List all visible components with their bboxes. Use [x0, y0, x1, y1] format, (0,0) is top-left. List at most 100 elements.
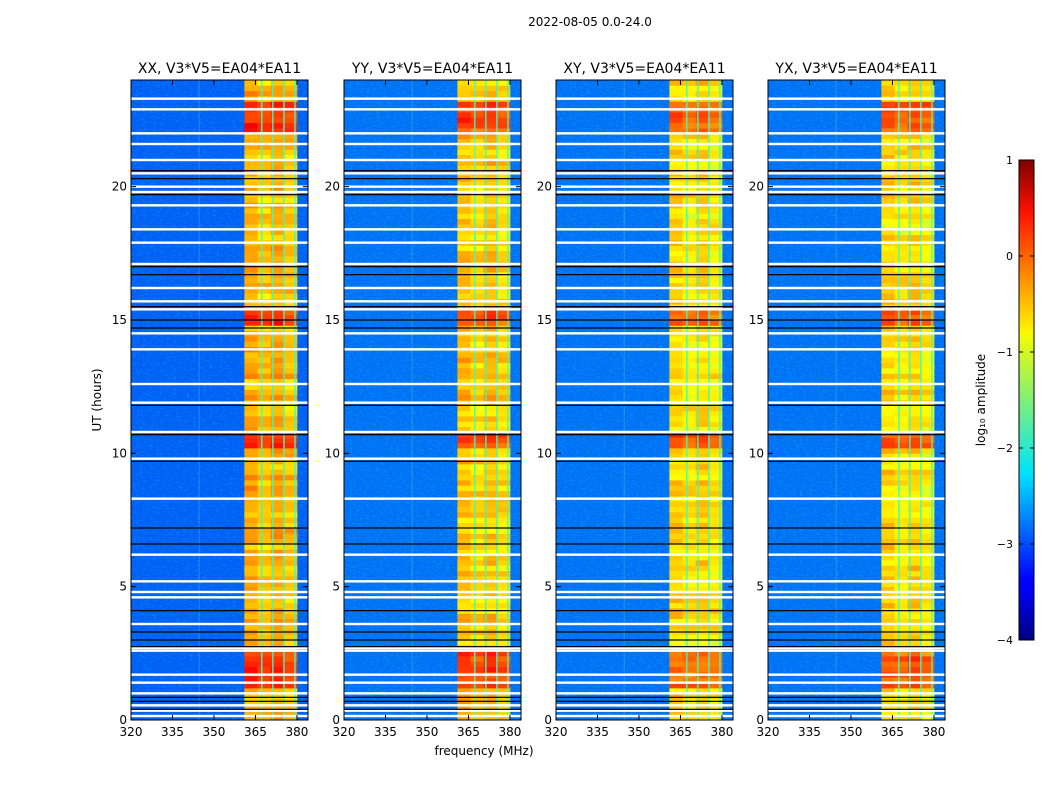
band-cell [907, 90, 922, 97]
band-cell [920, 181, 935, 188]
band-cell [244, 704, 258, 710]
band-cell [708, 85, 723, 92]
flagged-row-black [556, 543, 733, 545]
band-cell [907, 512, 922, 518]
flagged-row-white [131, 348, 308, 351]
band-cell [470, 197, 485, 204]
band-cell [470, 160, 485, 166]
band-cell [496, 624, 511, 630]
flagged-row-black [556, 327, 733, 329]
flagged-row-white [768, 286, 945, 290]
band-cell [257, 373, 272, 380]
band-cell [682, 661, 697, 668]
flagged-row-black [556, 631, 733, 633]
y-tick-label: 5 [332, 580, 340, 594]
band-cell [669, 688, 683, 694]
band-cell [907, 229, 922, 236]
band-cell [270, 506, 285, 513]
band-cell [907, 469, 922, 476]
band-cell [881, 650, 895, 657]
band-cell [881, 357, 895, 364]
flagged-row-black [131, 610, 308, 612]
band-cell [894, 181, 909, 188]
band-cell [483, 138, 498, 145]
band-cell [695, 314, 710, 321]
band-cell [881, 320, 895, 326]
band-cell [470, 266, 485, 273]
band-cell [695, 517, 710, 524]
band-cell [695, 309, 710, 316]
flagged-row-white [344, 646, 521, 650]
band-cell [920, 389, 935, 396]
band-cell [270, 656, 285, 662]
band-cell [682, 394, 697, 401]
band-cell [920, 602, 935, 609]
flagged-row-white [344, 497, 521, 500]
band-cell [695, 410, 710, 417]
flagged-row-black [556, 178, 733, 180]
flagged-row-white [344, 190, 521, 194]
flagged-row-white [344, 649, 521, 652]
band-cell [270, 112, 285, 118]
flagged-row-black [556, 639, 733, 641]
band-cell [244, 389, 258, 396]
flagged-row-white [131, 497, 308, 500]
band-cell [669, 357, 683, 364]
band-cell [470, 90, 485, 97]
flagged-row-black [131, 696, 308, 698]
flagged-row-black [556, 696, 733, 698]
band-cell [283, 266, 298, 273]
band-cell [907, 165, 922, 172]
flagged-row-black [131, 170, 308, 172]
flagged-row-white [344, 332, 521, 335]
flagged-row-white [556, 401, 733, 404]
flagged-row-white [131, 228, 308, 231]
band-cell [483, 362, 498, 369]
band-cell [907, 474, 922, 481]
band-cell [695, 357, 710, 364]
band-cell [695, 208, 710, 214]
band-cell [708, 501, 723, 508]
band-cell [283, 368, 298, 374]
band-cell [920, 357, 935, 364]
band-cell [695, 341, 710, 348]
band-cell [244, 362, 258, 369]
band-cell [894, 624, 909, 630]
band-cell [257, 501, 272, 508]
band-cell [881, 661, 895, 668]
band-cell [483, 618, 498, 625]
band-cell [907, 224, 922, 230]
band-cell [894, 138, 909, 145]
band-cell [907, 160, 922, 166]
band-cell [669, 181, 683, 188]
colorbar-gradient [1018, 159, 1035, 641]
band-cell [470, 277, 485, 284]
band-cell [283, 389, 298, 396]
band-cell [920, 437, 935, 444]
band-cell [483, 352, 498, 358]
band-cell [270, 314, 285, 321]
band-cell [483, 512, 498, 518]
band-cell [894, 661, 909, 668]
band-cell [483, 522, 498, 529]
band-cell [483, 186, 498, 193]
band-cell [907, 144, 922, 150]
band-cell [470, 613, 485, 620]
band-cell [907, 570, 922, 577]
x-tick-label: 365 [881, 725, 904, 739]
band-cell [270, 277, 285, 284]
band-cell [881, 693, 895, 700]
band-cell [920, 666, 935, 673]
colorbar-tick-label: −1 [997, 346, 1013, 359]
band-cell [244, 160, 258, 166]
band-cell [708, 517, 723, 524]
band-cell [894, 602, 909, 609]
band-cell [457, 277, 471, 284]
band-cell [457, 245, 471, 252]
band-cell [270, 154, 285, 161]
band-cell [695, 245, 710, 252]
band-cell [669, 624, 683, 630]
band-cell [470, 128, 485, 134]
band-cell [257, 181, 272, 188]
band-cell [457, 90, 471, 97]
